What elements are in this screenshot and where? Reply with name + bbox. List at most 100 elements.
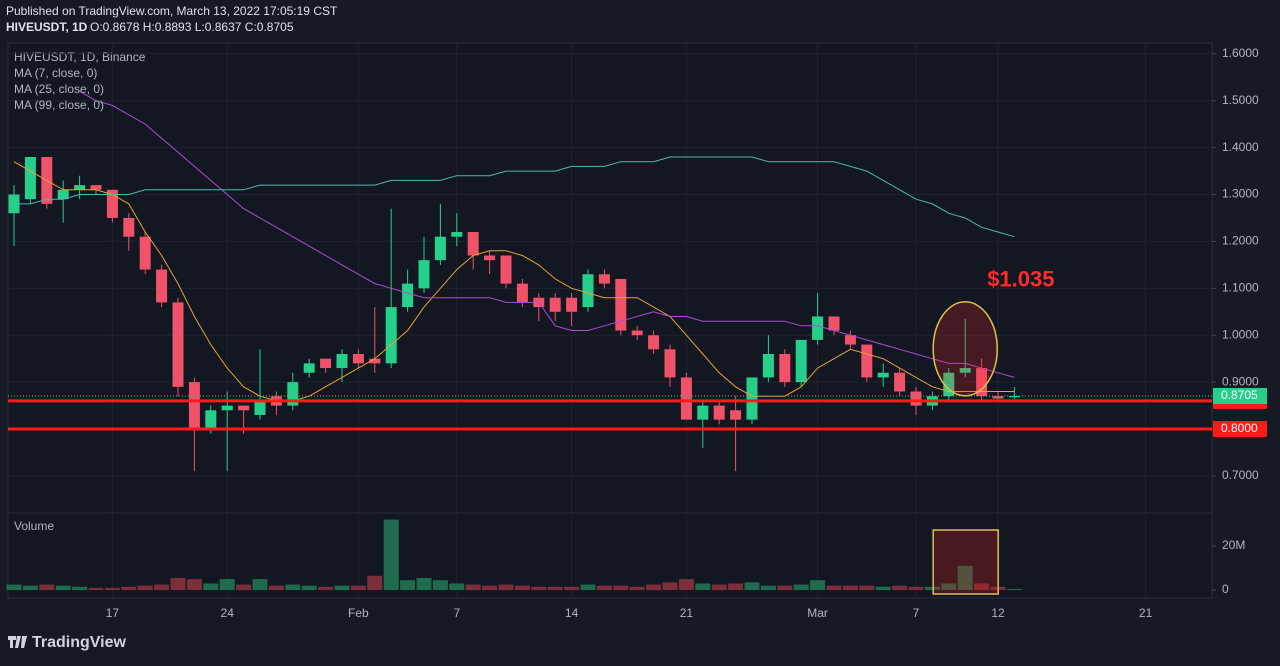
volume-bar: [859, 585, 875, 591]
volume-bar: [810, 580, 826, 591]
volume-bar: [465, 584, 481, 591]
candle-body: [877, 372, 889, 378]
volume-bar: [104, 587, 120, 591]
y-tick-label: 1.4000: [1222, 140, 1259, 154]
volume-bar: [39, 584, 55, 591]
x-tick-label: 24: [221, 606, 235, 620]
candle-body: [680, 377, 692, 420]
volume-bar: [514, 585, 530, 591]
price-label-box: [1213, 421, 1267, 438]
volume-bar: [449, 583, 465, 591]
y-tick-label: 1.6000: [1222, 46, 1259, 60]
candle-body: [320, 358, 332, 369]
candle-body: [303, 363, 315, 373]
volume-bar: [219, 579, 235, 591]
candle-body: [451, 232, 463, 237]
candle-body: [90, 185, 102, 190]
y-tick-label: 0: [1222, 582, 1229, 596]
candle-body: [467, 232, 479, 256]
ma-line: [13, 161, 1015, 402]
x-tick-label: Feb: [348, 606, 369, 620]
x-tick-label: 21: [680, 606, 694, 620]
logo-icon: [8, 636, 27, 648]
annotation: $1.035: [987, 267, 1054, 292]
candle-body: [352, 353, 364, 364]
candle-body: [369, 358, 381, 364]
volume-bar: [908, 586, 924, 591]
volume-bar: [547, 586, 563, 591]
y-tick-label: 20M: [1222, 538, 1245, 552]
candle-body: [106, 189, 118, 218]
candle-body: [812, 316, 824, 340]
volume-bar: [892, 585, 908, 591]
volume-bar: [22, 585, 38, 591]
candle-body: [123, 217, 135, 237]
y-tick-label: 0.7000: [1222, 468, 1259, 482]
candle-body: [631, 330, 643, 336]
volume-bar: [334, 585, 350, 591]
x-tick-label: 12: [991, 606, 1005, 620]
volume-bar: [777, 585, 793, 591]
y-tick-label: 1.1000: [1222, 280, 1259, 294]
candle-body: [976, 368, 988, 397]
volume-bar: [974, 583, 990, 591]
volume-bar: [252, 579, 268, 591]
volume-bar: [121, 586, 137, 591]
candle-body: [992, 396, 1004, 399]
volume-title: Volume: [14, 519, 54, 533]
candle-body: [943, 372, 955, 397]
candle-body: [139, 236, 151, 270]
volume-bar: [564, 586, 580, 591]
x-tick-label: 7: [453, 606, 460, 620]
volume-bar: [154, 584, 170, 591]
y-tick-label: 1.3000: [1222, 187, 1259, 201]
candle-body: [221, 405, 233, 411]
x-tick-label: 17: [106, 606, 120, 620]
candle-body: [172, 302, 184, 387]
volume-bar: [383, 519, 399, 591]
candle-body: [828, 316, 840, 331]
highlight-box: [932, 529, 999, 595]
ohlc: O:0.8678 H:0.8893 L:0.8637 C:0.8705: [90, 20, 294, 34]
volume-bar: [186, 579, 202, 591]
volume-bar: [826, 585, 842, 591]
ma-line: [14, 156, 1015, 238]
volume-bar: [318, 586, 334, 591]
volume-bar: [416, 577, 432, 591]
volume-bar: [728, 583, 744, 591]
published: Published on TradingView.com, March 13, …: [6, 4, 338, 18]
x-tick-label: 7: [913, 606, 920, 620]
volume-bar: [662, 582, 678, 591]
candle-body: [336, 353, 348, 369]
volume-bar: [72, 586, 88, 591]
volume-bar: [941, 583, 957, 591]
volume-bar: [301, 585, 317, 591]
symbol: HIVEUSDT, 1D: [6, 20, 88, 34]
volume-bar: [842, 585, 858, 591]
candle-body: [648, 335, 660, 350]
candle-body: [205, 410, 217, 430]
volume-bar: [596, 585, 612, 591]
volume-bar: [203, 583, 219, 591]
volume-bar: [498, 584, 514, 591]
volume-bar: [268, 585, 284, 591]
candle-body: [24, 156, 36, 200]
ma-line: [79, 90, 1015, 378]
candle-body: [188, 382, 200, 430]
volume-bar: [6, 584, 22, 591]
volume-bar: [88, 587, 104, 591]
volume-bar: [760, 585, 776, 591]
candle-body: [582, 274, 594, 308]
volume-bar: [646, 584, 662, 591]
volume-bar: [285, 584, 301, 591]
candle-body: [697, 405, 709, 420]
candle-body: [156, 269, 168, 303]
candle-body: [730, 410, 742, 420]
legend-entry: MA (25, close, 0): [14, 82, 104, 96]
plot-area: [7, 42, 1213, 599]
volume-bar: [957, 565, 973, 591]
candle-body: [418, 260, 430, 289]
candle-body: [254, 400, 266, 415]
volume-bar: [170, 577, 186, 591]
